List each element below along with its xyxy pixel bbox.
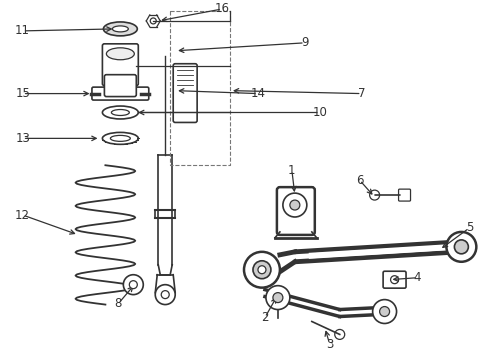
Text: 4: 4 — [413, 271, 420, 284]
FancyBboxPatch shape — [102, 44, 138, 86]
Text: 13: 13 — [15, 132, 30, 145]
Text: 5: 5 — [465, 221, 472, 234]
Circle shape — [258, 266, 265, 274]
Circle shape — [390, 276, 398, 284]
Text: 6: 6 — [355, 174, 363, 187]
Text: 8: 8 — [115, 297, 122, 310]
Text: 11: 11 — [15, 24, 30, 37]
Ellipse shape — [102, 132, 138, 144]
Circle shape — [161, 291, 169, 298]
Text: 3: 3 — [325, 338, 333, 351]
Text: 14: 14 — [250, 87, 265, 100]
Ellipse shape — [111, 109, 129, 116]
Circle shape — [283, 193, 306, 217]
Circle shape — [379, 307, 389, 316]
Circle shape — [453, 240, 468, 254]
Circle shape — [369, 190, 379, 200]
Text: 7: 7 — [357, 87, 365, 100]
Circle shape — [150, 18, 156, 24]
Circle shape — [244, 252, 279, 288]
Circle shape — [272, 293, 283, 302]
Circle shape — [123, 275, 143, 294]
Text: 15: 15 — [15, 87, 30, 100]
FancyBboxPatch shape — [276, 187, 314, 235]
FancyBboxPatch shape — [398, 189, 410, 201]
Circle shape — [372, 300, 396, 324]
Ellipse shape — [102, 106, 138, 119]
Circle shape — [334, 329, 344, 339]
Text: 2: 2 — [261, 311, 268, 324]
Circle shape — [446, 232, 475, 262]
Ellipse shape — [103, 22, 137, 36]
Text: 9: 9 — [301, 36, 308, 49]
Text: 10: 10 — [312, 106, 326, 119]
Text: 1: 1 — [287, 164, 295, 177]
FancyBboxPatch shape — [104, 75, 136, 96]
Text: 12: 12 — [15, 208, 30, 221]
Circle shape — [252, 261, 270, 279]
Ellipse shape — [110, 135, 130, 141]
Ellipse shape — [106, 48, 134, 60]
Circle shape — [289, 200, 299, 210]
Circle shape — [129, 281, 137, 289]
Ellipse shape — [112, 26, 128, 32]
FancyBboxPatch shape — [382, 271, 405, 288]
FancyBboxPatch shape — [173, 64, 197, 122]
Text: 16: 16 — [214, 3, 229, 15]
Circle shape — [155, 285, 175, 305]
Circle shape — [265, 286, 289, 310]
FancyBboxPatch shape — [92, 87, 148, 100]
